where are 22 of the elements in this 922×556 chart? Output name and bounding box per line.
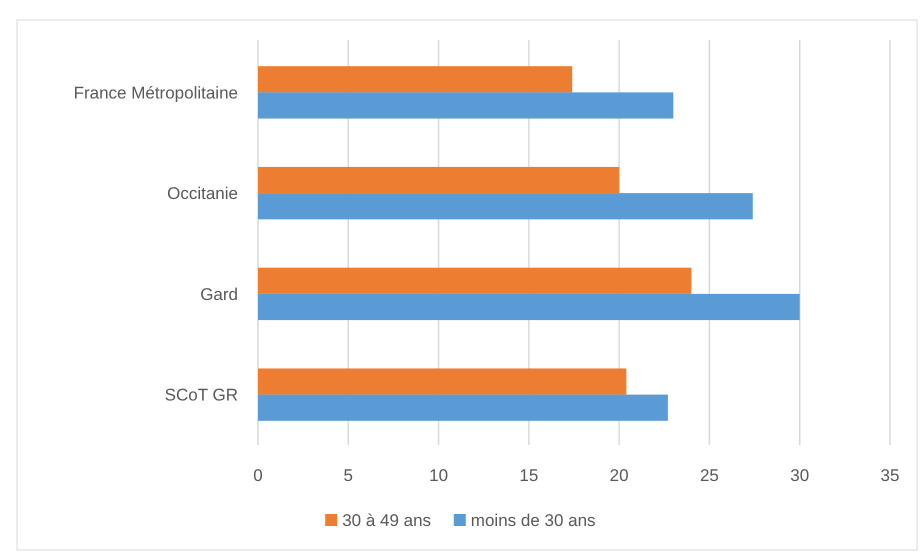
x-tick-label: 25 [700, 466, 719, 485]
bar [258, 294, 800, 320]
x-tick-label: 0 [253, 466, 263, 485]
bar [258, 193, 753, 220]
bar [258, 268, 692, 294]
legend-label: moins de 30 ans [470, 511, 596, 530]
y-tick-label: Gard [200, 284, 238, 304]
y-tick-label: Occitanie [167, 184, 238, 204]
x-tick-label: 5 [344, 466, 354, 485]
x-tick-label: 15 [519, 466, 538, 485]
y-tick-label: SCoT GR [164, 386, 238, 405]
bar [258, 166, 620, 194]
x-tick-label: 20 [610, 466, 629, 485]
x-tick-label: 30 [790, 466, 810, 485]
bar [258, 66, 572, 92]
x-tick-label: 10 [429, 466, 448, 485]
bar [258, 368, 626, 395]
y-tick-label: France Métropolitaine [74, 83, 238, 102]
bar [258, 394, 668, 421]
x-tick-label: 35 [880, 466, 900, 485]
bar [258, 92, 674, 119]
legend-label: 30 à 49 ans [342, 511, 432, 530]
